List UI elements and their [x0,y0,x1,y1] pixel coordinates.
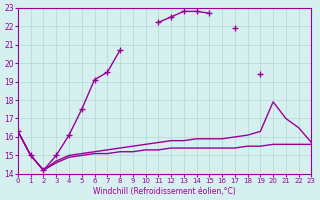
X-axis label: Windchill (Refroidissement éolien,°C): Windchill (Refroidissement éolien,°C) [93,187,236,196]
